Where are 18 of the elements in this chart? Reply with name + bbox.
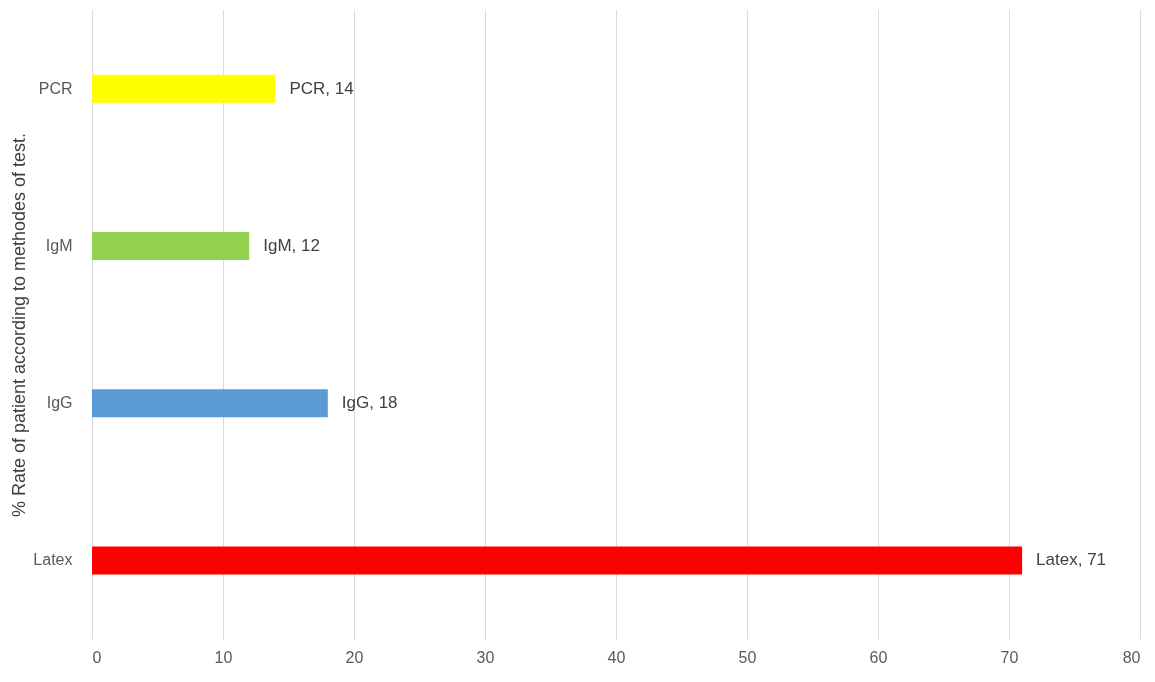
x-tick-label: 20 xyxy=(345,648,364,666)
data-label: IgM, 12 xyxy=(263,235,320,255)
x-tick-label: 80 xyxy=(1122,648,1141,666)
x-tick-label: 10 xyxy=(214,648,233,666)
data-label: PCR, 14 xyxy=(289,78,354,98)
y-tick-label: Latex xyxy=(33,551,73,569)
x-tick-label: 60 xyxy=(869,648,888,666)
x-tick-label: 40 xyxy=(607,648,626,666)
y-axis-title: % Rate of patient according to methodes of test. xyxy=(9,132,30,518)
x-tick-label: 0 xyxy=(92,648,102,666)
y-tick-label: IgM xyxy=(45,236,73,254)
x-tick-label: 50 xyxy=(738,648,757,666)
x-tick-label: 70 xyxy=(1000,648,1019,666)
y-tick-label: PCR xyxy=(38,79,73,97)
y-tick-label: IgG xyxy=(46,394,73,412)
data-label: Latex, 71 xyxy=(1036,550,1107,570)
x-tick-label: 30 xyxy=(476,648,495,666)
data-label: IgG, 18 xyxy=(341,393,398,413)
